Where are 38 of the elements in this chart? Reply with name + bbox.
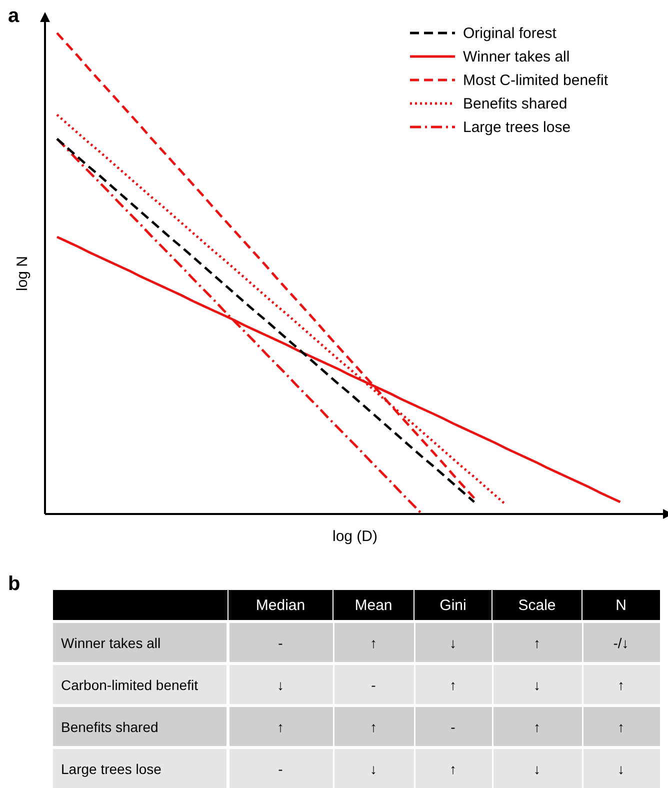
category-label: N [616, 597, 626, 614]
text: ↑ [618, 719, 624, 735]
category-label: Benefits shared [61, 719, 158, 735]
legend-label: Benefits shared [463, 96, 568, 112]
text: ↓ [618, 761, 624, 777]
text: ↑ [370, 635, 377, 651]
text: a [8, 5, 20, 27]
text: b [8, 573, 20, 595]
text: - [278, 635, 283, 651]
text: ↑ [618, 677, 624, 693]
category-label: Large trees lose [61, 761, 162, 777]
category-label: Winner takes all [61, 635, 161, 651]
category-label: Mean [354, 597, 392, 614]
text: ↓ [277, 677, 284, 693]
legend-label: Large trees lose [463, 119, 571, 136]
text: ↓ [534, 761, 540, 777]
text: ↑ [277, 719, 284, 735]
text: ↑ [450, 761, 456, 777]
text: ↓ [534, 677, 540, 693]
legend-label: Most C-limited benefit [463, 72, 609, 89]
text: - [450, 719, 456, 735]
text: - [371, 677, 376, 693]
text: ↓ [450, 635, 456, 651]
legend-label: Winner takes all [463, 48, 570, 66]
category-label: Scale [518, 597, 556, 614]
text: ↑ [370, 719, 377, 735]
legend-label: Original forest [463, 25, 558, 42]
text: ↓ [370, 761, 377, 777]
text: -/↓ [613, 635, 629, 651]
text: ↑ [534, 719, 540, 735]
x-axis-title: log (D) [332, 528, 378, 545]
text: - [278, 761, 283, 777]
category-label: Gini [440, 597, 466, 614]
text: ↑ [534, 635, 540, 651]
text: ↑ [450, 677, 456, 693]
category-label: Median [256, 597, 306, 614]
y-axis-title: log N [14, 256, 31, 292]
category-label: Carbon-limited benefit [61, 677, 198, 693]
